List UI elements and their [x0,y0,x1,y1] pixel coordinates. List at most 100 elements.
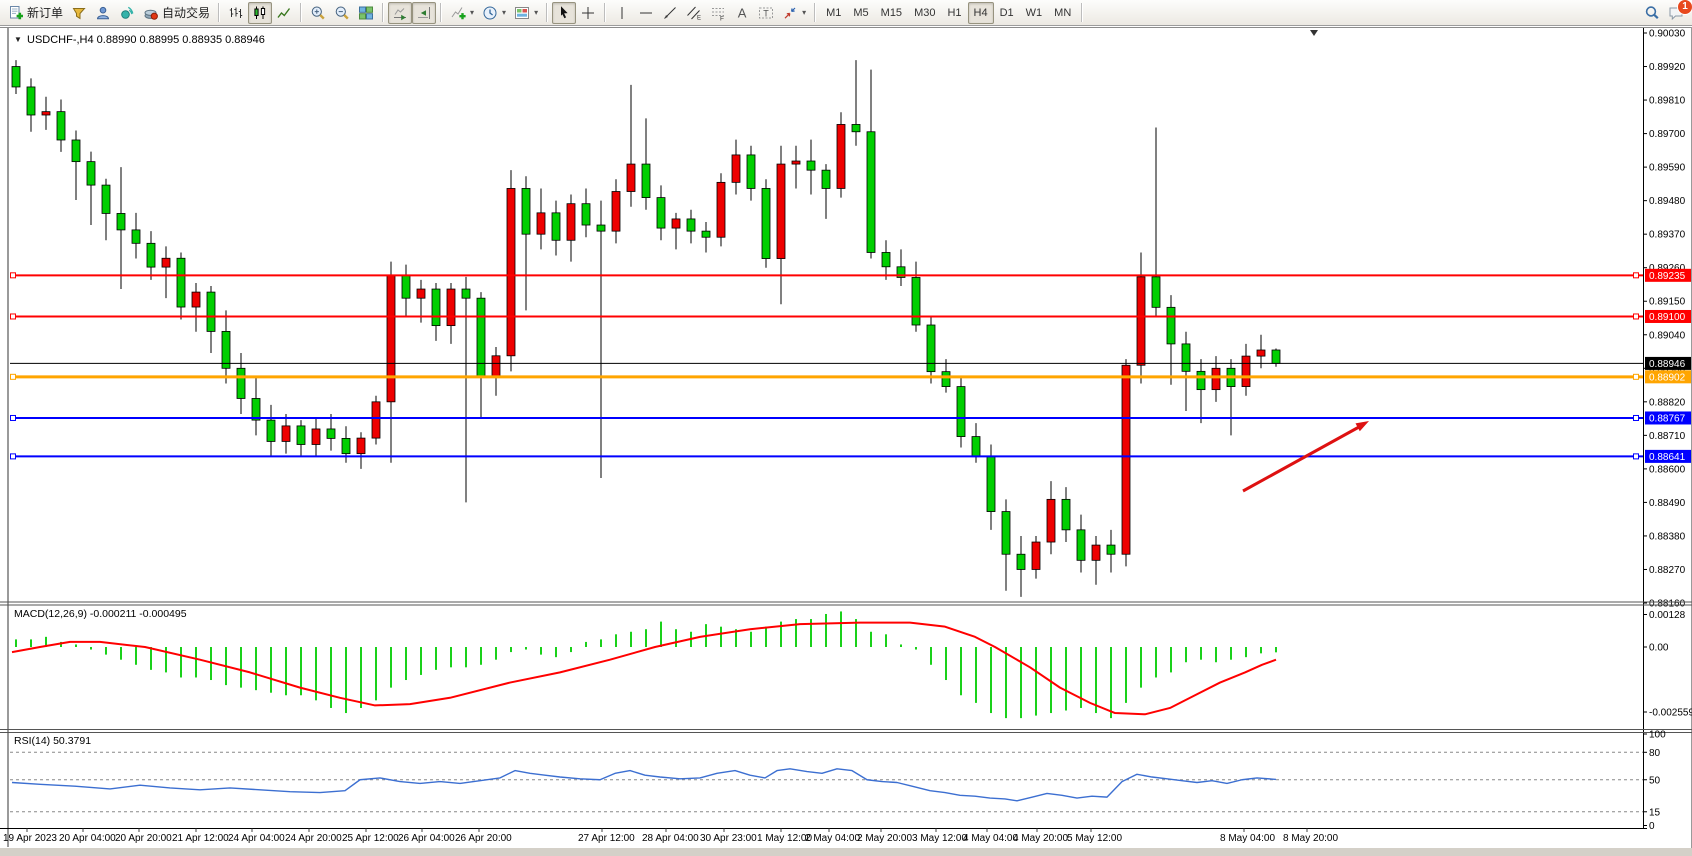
hline-handle[interactable] [1633,414,1639,421]
rsi-tick-label: 80 [1649,748,1661,759]
symbol-dropdown-icon[interactable]: ▼ [14,35,22,44]
time-axis[interactable]: 19 Apr 2023 20 Apr 04:00 20 Apr 20:00 21 Ap… [3,828,1338,845]
new-order-button[interactable]: 新订单 [4,2,67,24]
price-label-0.88767: 0.88767 [1645,411,1691,425]
periods-button[interactable]: ▾ [478,2,510,24]
hline-handle[interactable] [1633,453,1639,460]
hline-handle[interactable] [10,453,16,460]
rsi-tick-label: 50 [1649,775,1661,786]
insert-group: ▾ ▾ ▾ [446,2,542,24]
vertical-line-button[interactable] [610,2,634,24]
timeframe-m15-button[interactable]: M15 [875,2,908,24]
toolbar-separator [1081,3,1084,22]
rsi-pane-divider[interactable] [0,729,1692,733]
timeframe-m30-button[interactable]: M30 [908,2,941,24]
chart-background [0,27,1692,856]
macd-tick-label: -0.002559 [1649,707,1692,718]
time-tick-label: 8 May 20:00 [1283,833,1338,844]
text-label-button[interactable]: T [754,2,778,24]
styler-button[interactable] [67,2,91,24]
macd-pane[interactable]: 0.00128 0.00 -0.002559 [1643,610,1692,719]
hline-handle[interactable] [10,313,16,320]
rsi-tick-label: 15 [1649,807,1661,818]
timeframe-w1-button[interactable]: W1 [1020,2,1049,24]
hline-handle[interactable] [10,373,16,380]
chart-shift-marker[interactable] [1310,30,1318,36]
svg-text:F: F [720,15,724,21]
timeframe-h1-button[interactable]: H1 [941,2,967,24]
channel-button[interactable]: E [682,2,706,24]
trend-arrow-annotation[interactable] [1242,421,1369,493]
indicators-button[interactable]: ▾ [446,2,478,24]
hline-handle[interactable] [1633,313,1639,320]
price-axis[interactable]: 0.90030 0.89920 0.89810 0.89700 0.89590 0.894… [1643,29,1686,610]
time-tick-label: 20 Apr 04:00 [59,833,116,844]
price-tick-label: 0.89810 [1649,96,1686,107]
svg-text:0.88641: 0.88641 [1649,452,1686,463]
candlestick-button[interactable] [248,1,273,24]
bar-chart-button[interactable] [224,2,248,24]
time-tick-label: 2 May 20:00 [857,833,912,844]
chart-shift-button[interactable] [412,1,437,24]
price-tick-label: 0.88490 [1649,498,1686,509]
price-tick-label: 0.89370 [1649,230,1686,241]
timeframe-d1-button[interactable]: D1 [994,2,1020,24]
svg-text:0.88767: 0.88767 [1649,413,1686,424]
hline-handle[interactable] [1633,272,1639,279]
toolbar-separator [218,3,221,22]
svg-text:T: T [763,8,769,18]
time-tick-label: 26 Apr 20:00 [455,833,512,844]
price-label-0.89100: 0.89100 [1645,309,1691,323]
price-tick-label: 0.89260 [1649,263,1686,274]
tile-windows-icon [359,6,374,19]
notification-badge: 1 [1677,0,1692,15]
price-tick-label: 0.88710 [1649,431,1686,442]
tile-windows-button[interactable] [354,2,378,24]
chat-button[interactable]: 1 [1664,0,1692,24]
macd-label: MACD(12,26,9) -0.000211 -0.000495 [14,608,187,620]
text-button[interactable]: A [730,2,754,24]
candlestick-icon [254,6,266,19]
price-label-0.88902: 0.88902 [1645,370,1691,384]
timeframe-h4-button[interactable]: H4 [967,1,994,24]
price-tick-label: 0.89700 [1649,129,1686,140]
zoom-in-button[interactable] [306,2,330,24]
auto-scroll-icon [394,7,407,20]
svg-text:0.89100: 0.89100 [1649,312,1686,323]
cursor-button[interactable] [552,1,577,24]
timeframe-mn-button[interactable]: MN [1048,2,1077,24]
time-tick-label: 24 Apr 20:00 [285,833,342,844]
hline-handle[interactable] [10,272,16,279]
auto-scroll-button[interactable] [388,1,413,24]
crosshair-button[interactable] [576,2,600,24]
search-icon [1645,5,1659,19]
autotrade-button[interactable]: 自动交易 [139,2,214,24]
rsi-tick-label: 100 [1649,730,1666,741]
time-tick-label: 24 Apr 04:00 [228,833,285,844]
text-icon: A [738,5,747,20]
templates-button[interactable]: ▾ [510,2,542,24]
profile-button[interactable] [91,2,115,24]
candles-layer[interactable] [11,60,1281,597]
time-tick-label: 4 May 20:00 [1013,833,1068,844]
hline-handle[interactable] [10,414,16,421]
line-chart-button[interactable] [272,2,296,24]
signal-button[interactable] [115,2,139,24]
hline-handle[interactable] [1633,373,1639,380]
timeframe-m1-button[interactable]: M1 [820,2,847,24]
timeframe-m5-button[interactable]: M5 [847,2,874,24]
macd-pane-divider[interactable] [0,601,1692,606]
profile-icon [97,6,110,19]
horizontal-line-button[interactable] [634,2,658,24]
scroll-group [388,1,437,24]
svg-text:E: E [697,15,701,21]
zoom-out-button[interactable] [330,2,354,24]
arrows-button[interactable]: ▾ [778,2,810,24]
rsi-pane[interactable]: 100 80 50 15 0 RSI(14) 50.3791 [10,730,1666,833]
fibonacci-button[interactable]: F [706,2,730,24]
search-button[interactable] [1640,2,1664,24]
time-tick-label: 5 May 12:00 [1067,833,1122,844]
trendline-button[interactable] [658,2,682,24]
chevron-down-icon: ▾ [470,8,475,17]
